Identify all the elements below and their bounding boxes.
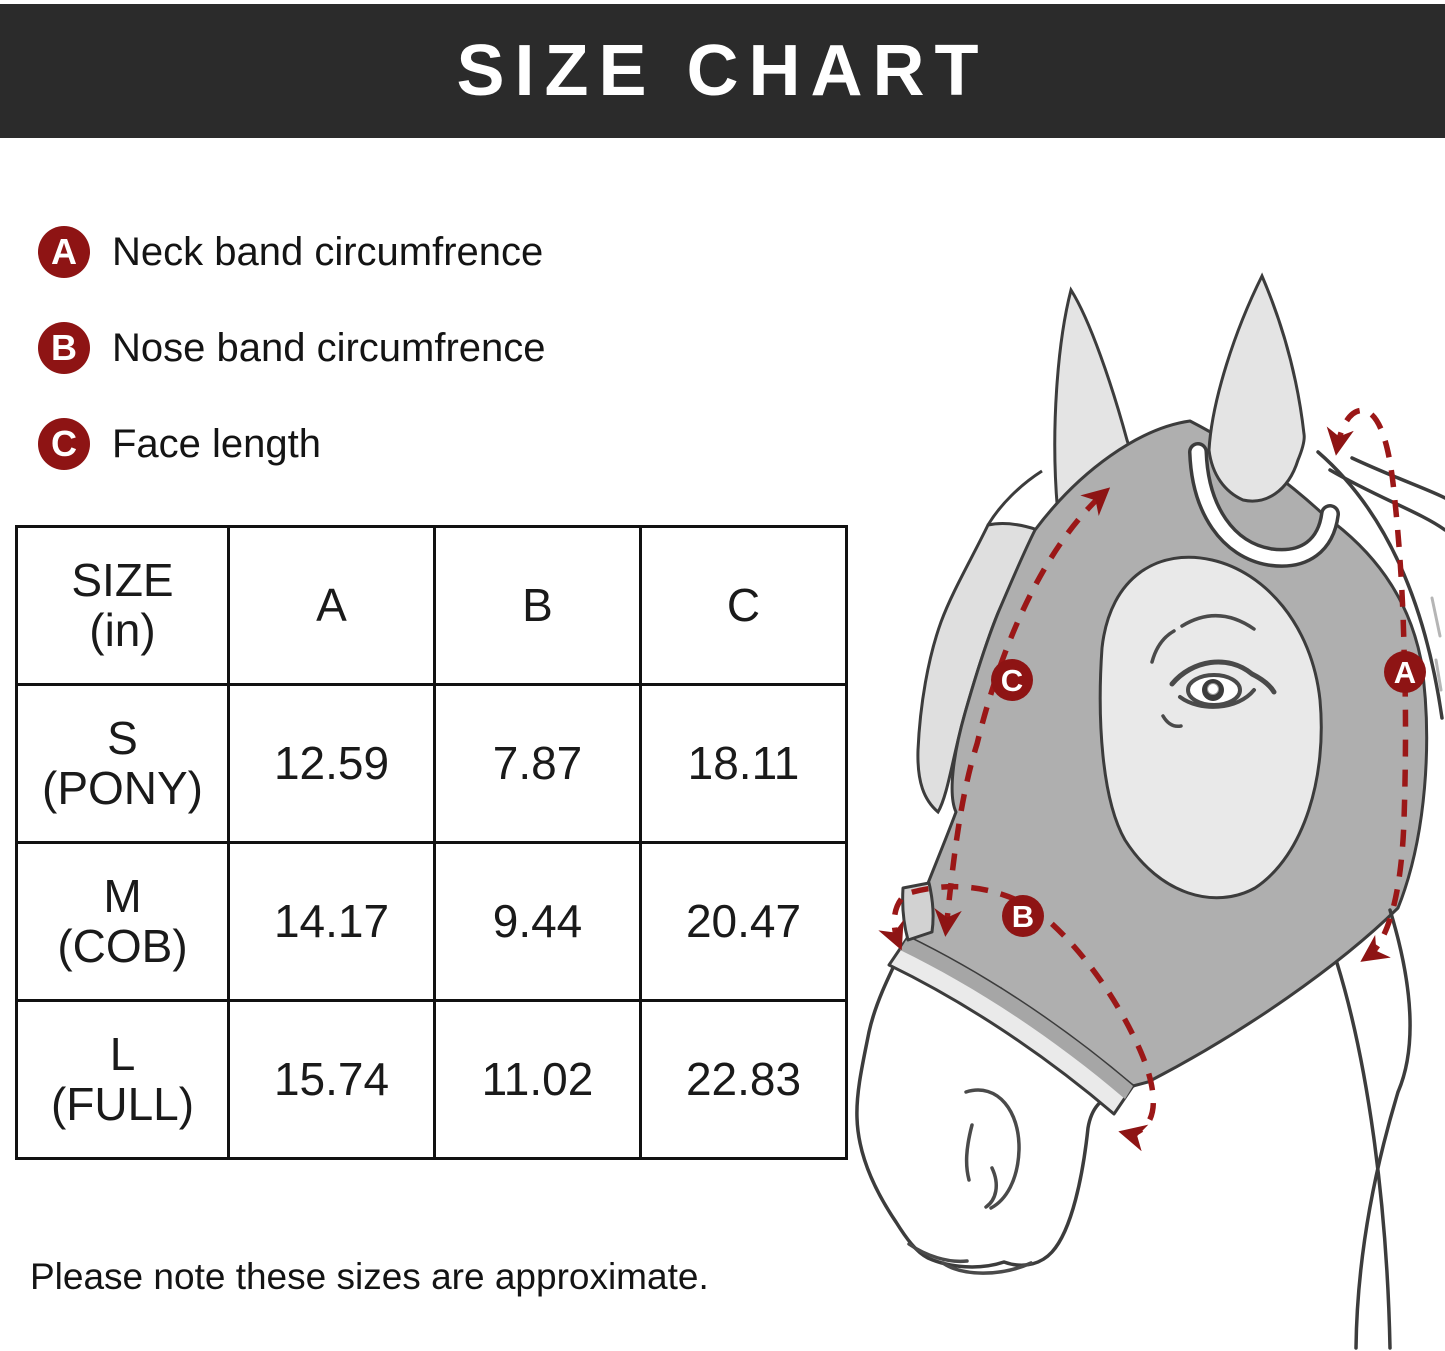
legend-marker-b: B <box>38 322 90 374</box>
cell-value: 14.17 <box>227 841 436 1002</box>
header-c: C <box>639 525 848 686</box>
header-b: B <box>433 525 642 686</box>
diagram-marker-b: B <box>1012 899 1034 934</box>
table-row: S (PONY) 12.59 7.87 18.11 <box>15 683 848 844</box>
legend-item-a: A Neck band circumfrence <box>38 226 738 278</box>
diagram-marker-a: A <box>1394 655 1416 690</box>
measurement-line-c <box>934 487 1111 937</box>
approximate-note: Please note these sizes are approximate. <box>30 1256 709 1297</box>
horse-right-ear <box>1207 272 1306 503</box>
cell-value: 9.44 <box>433 841 642 1002</box>
row-size-label: S (PONY) <box>15 683 230 844</box>
horse-fly-mask-diagram: C A B <box>855 272 1445 1350</box>
diagram-marker-c: C <box>1001 663 1023 698</box>
legend-marker-a: A <box>38 226 90 278</box>
cell-value: 18.11 <box>639 683 848 844</box>
legend-label-b: Nose band circumfrence <box>112 325 546 370</box>
ear-hole-rim <box>1191 445 1337 565</box>
diagram-marker-b-circle <box>1002 895 1044 937</box>
size-table: SIZE (in) A B C S (PONY) 12.59 7.87 18.1… <box>15 525 848 1160</box>
diagram-marker-a-circle <box>1384 651 1426 693</box>
legend-item-b: B Nose band circumfrence <box>38 322 738 374</box>
legend-label-c: Face length <box>112 421 322 466</box>
row-size-label: L (FULL) <box>15 999 230 1160</box>
page-title: SIZE CHART <box>456 31 989 111</box>
cell-value: 15.74 <box>227 999 436 1160</box>
table-header-row: SIZE (in) A B C <box>15 525 848 686</box>
title-bar: SIZE CHART <box>0 4 1445 138</box>
legend-marker-c: C <box>38 418 90 470</box>
measurement-line-a <box>1326 407 1409 962</box>
diagram-marker-c-circle <box>991 659 1033 701</box>
table-row: L (FULL) 15.74 11.02 22.83 <box>15 999 848 1160</box>
header-size: SIZE (in) <box>15 525 230 686</box>
cell-value: 22.83 <box>639 999 848 1160</box>
row-size-label: M (COB) <box>15 841 230 1002</box>
cell-value: 11.02 <box>433 999 642 1160</box>
header-a: A <box>227 525 436 686</box>
table-row: M (COB) 14.17 9.44 20.47 <box>15 841 848 1002</box>
measurement-lines <box>878 407 1409 1152</box>
legend-item-c: C Face length <box>38 418 738 470</box>
measurement-legend: A Neck band circumfrence B Nose band cir… <box>38 226 738 514</box>
head-outline <box>986 469 1043 526</box>
cell-value: 20.47 <box>639 841 848 1002</box>
horse-eye <box>1150 614 1277 729</box>
cell-value: 7.87 <box>433 683 642 844</box>
cell-value: 12.59 <box>227 683 436 844</box>
diagram-markers: C A B <box>991 651 1426 937</box>
eye-mesh-panel <box>1098 555 1323 900</box>
legend-label-a: Neck band circumfrence <box>112 229 544 274</box>
